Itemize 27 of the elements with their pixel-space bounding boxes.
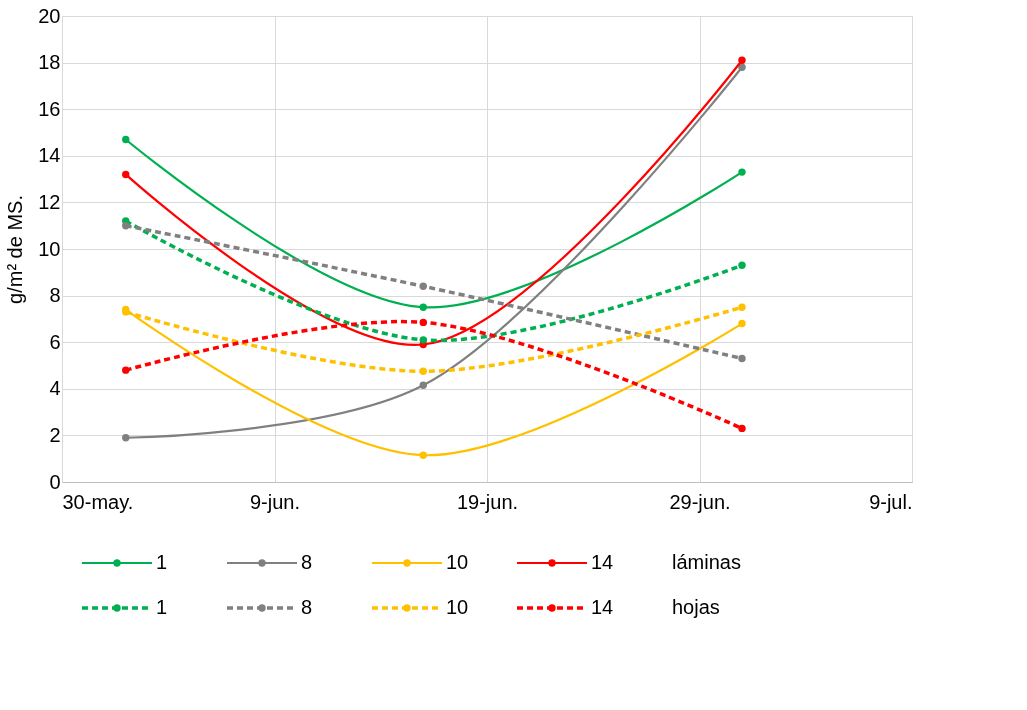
y-axis-title: g/m² de MS.	[4, 195, 27, 304]
legend-label: 1	[156, 596, 168, 618]
y-tick-label: 6	[49, 330, 61, 353]
x-tick-label: 29-jun.	[669, 490, 731, 513]
y-tick-label: 4	[49, 377, 61, 400]
legend-label: 8	[301, 551, 313, 573]
y-tick-label: 10	[38, 237, 61, 260]
y-tick-label: 8	[49, 284, 61, 307]
legend-label: 14	[591, 551, 614, 573]
x-tick-label: 9-jun.	[249, 490, 301, 513]
legend-label: 10	[446, 551, 469, 573]
y-tick-label: 12	[38, 190, 61, 213]
legend-label: 1	[156, 551, 168, 573]
x-tick-label: 19-jun.	[456, 490, 519, 513]
x-tick-label: 9-jul.	[869, 490, 913, 513]
y-tick-label: 20	[38, 4, 61, 27]
legend-label: 10	[446, 596, 469, 618]
y-tick-label: 2	[49, 423, 61, 446]
y-tick-label: 14	[38, 144, 61, 167]
y-tick-label: 16	[38, 97, 61, 120]
legend-label: 8	[301, 596, 313, 618]
y-tick-label: 0	[49, 470, 61, 493]
text: hojas	[672, 596, 720, 618]
text: láminas	[672, 551, 741, 573]
y-tick-label: 18	[38, 51, 61, 74]
x-tick-label: 30-may.	[62, 490, 134, 513]
legend-label: 14	[591, 596, 614, 618]
